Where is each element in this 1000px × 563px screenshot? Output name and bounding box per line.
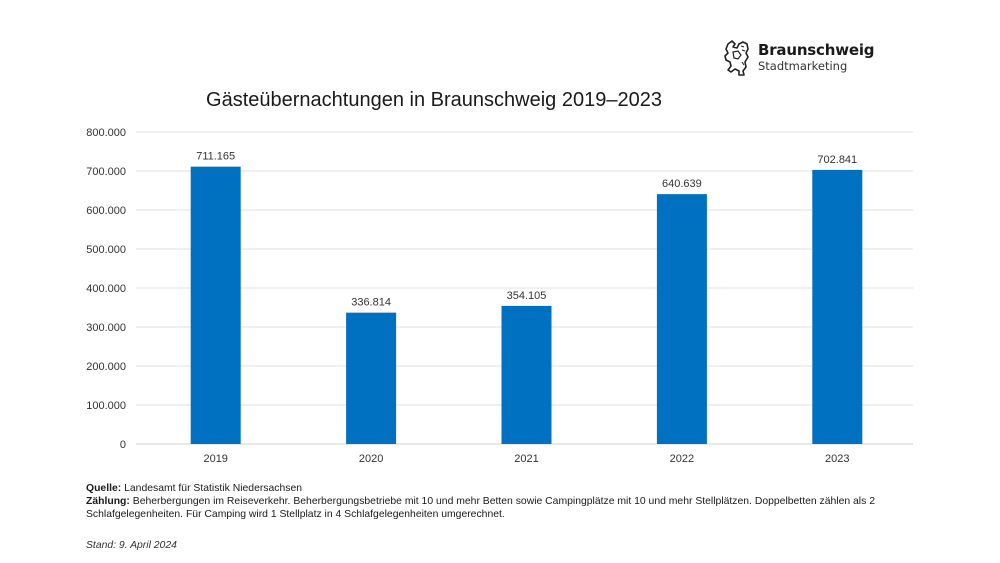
y-tick-label: 600.000 <box>86 205 126 217</box>
x-tick-label-2023: 2023 <box>825 453 849 465</box>
y-tick-label: 300.000 <box>86 322 126 334</box>
bar-2022 <box>656 194 707 444</box>
brand-subtitle: Stadtmarketing <box>758 59 848 74</box>
data-label-2023: 702.841 <box>817 154 857 166</box>
y-tick-label: 0 <box>120 439 126 451</box>
chart-title: Gästeübernachtungen in Braunschweig 2019… <box>206 89 662 111</box>
data-label-2020: 336.814 <box>351 297 391 309</box>
x-tick-label-2019: 2019 <box>203 453 227 465</box>
source-text: Landesamt für Statistik Niedersachsen <box>124 483 303 494</box>
brand-logo: Braunschweig Stadtmarketing <box>722 38 875 78</box>
x-tick-label-2020: 2020 <box>359 453 383 465</box>
x-tick-label-2022: 2022 <box>670 453 694 465</box>
bar-2023 <box>812 169 863 444</box>
data-labels: 711.165 336.814 354.105 640.639 702.841 <box>196 151 857 309</box>
count-label: Zählung: <box>86 496 130 507</box>
y-tick-label: 800.000 <box>86 127 126 139</box>
data-label-2022: 640.639 <box>662 178 702 190</box>
lion-crest-icon <box>724 40 749 76</box>
y-tick-label: 200.000 <box>86 361 126 373</box>
source-label: Quelle: <box>86 483 122 494</box>
brand-name: Braunschweig <box>758 41 875 60</box>
chart-footer: Quelle: Landesamt für Statistik Niedersa… <box>86 482 966 521</box>
data-label-2019: 711.165 <box>196 151 235 163</box>
data-label-2021: 354.105 <box>507 290 547 302</box>
x-axis-tick-labels: 2019 2020 2021 2022 2023 <box>203 453 849 465</box>
stand-date: Stand: 9. April 2024 <box>86 540 177 551</box>
bar-2021 <box>501 305 552 444</box>
y-tick-label: 400.000 <box>86 283 126 295</box>
y-tick-label: 700.000 <box>86 166 126 178</box>
count-note: Zählung: Beherbergungen im Reiseverkehr.… <box>86 495 966 521</box>
bar-2019 <box>190 166 241 445</box>
y-axis-tick-labels: 0 100.000 200.000 300.000 400.000 500.000 600.… <box>86 127 126 451</box>
chart-title-wrap: Gästeübernachtungen in Braunschweig 2019… <box>0 89 880 112</box>
source-note: Quelle: Landesamt für Statistik Niedersa… <box>86 482 966 495</box>
y-tick-label: 500.000 <box>86 244 126 256</box>
y-tick-label: 100.000 <box>86 400 126 412</box>
bars <box>190 166 863 445</box>
count-text: Beherbergungen im Reiseverkehr. Beherber… <box>86 496 875 520</box>
x-tick-label-2021: 2021 <box>514 453 538 465</box>
bar-2020 <box>346 312 397 444</box>
